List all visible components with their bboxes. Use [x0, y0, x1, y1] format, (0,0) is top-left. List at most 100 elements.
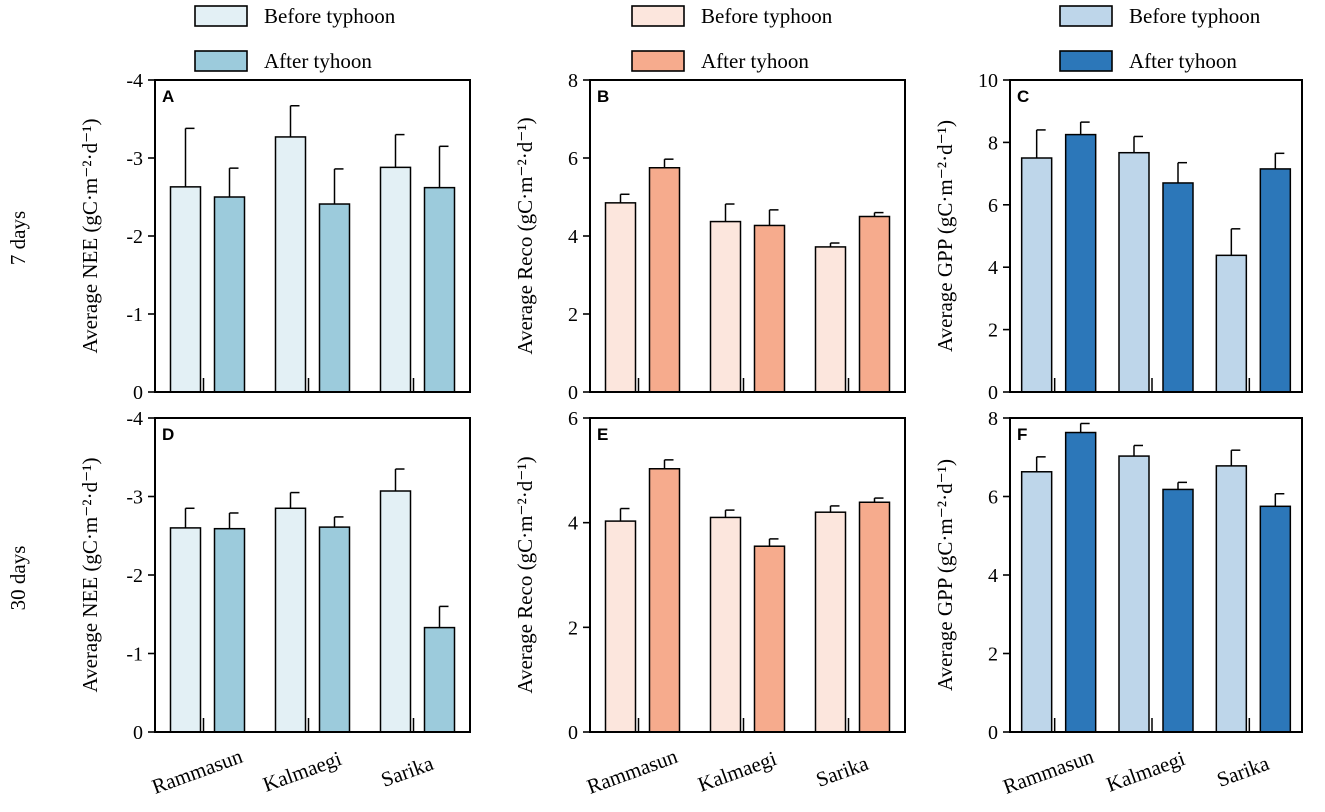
- error-bar-after-kalmaegi: [333, 168, 344, 205]
- row-labels: 7 days 30 days: [6, 211, 30, 611]
- legend-label-before: Before typhoon: [701, 4, 833, 28]
- category-label-sarika: Sarika: [378, 751, 437, 792]
- error-bar-after-kalmaegi: [333, 516, 344, 528]
- bar-before-rammasun: [604, 520, 637, 733]
- panel-d: Rammasun Kalmaegi Sarika 0 -1 -2 -3 -4 D Average …: [78, 408, 471, 799]
- legend-label-after: After tyhoon: [701, 49, 809, 73]
- error-bar-before-rammasun: [619, 507, 630, 522]
- bar-after-sarika: [423, 626, 456, 733]
- error-bar-after-kalmaegi: [1177, 481, 1187, 490]
- category-label-kalmaegi: Kalmaegi: [260, 746, 345, 797]
- plot-frame: [1009, 417, 1303, 733]
- y-tick-label: -2: [126, 226, 143, 248]
- bar-before-rammasun: [1020, 471, 1053, 733]
- y-tick-label: -3: [126, 487, 143, 509]
- error-bar-after-rammasun: [663, 459, 674, 469]
- bar-before-kalmaegi: [1118, 455, 1150, 733]
- legend-gpp: Before typhoon After tyhoon: [1059, 4, 1261, 73]
- error-bar-before-kalmaegi: [724, 509, 735, 518]
- bar-before-rammasun: [169, 527, 202, 733]
- error-bar-after-rammasun: [1079, 121, 1090, 135]
- y-axis-label: Average GPP (gC·m⁻²·d⁻¹): [933, 120, 957, 352]
- error-bar-after-sarika: [873, 211, 884, 217]
- y-tick-label: 4: [988, 565, 998, 587]
- bar-before-rammasun: [169, 186, 202, 393]
- bar-after-kalmaegi: [1162, 488, 1194, 733]
- error-bar-after-kalmaegi: [768, 538, 779, 547]
- bar-before-sarika: [379, 166, 412, 393]
- bar-before-sarika: [814, 246, 847, 393]
- error-bar-before-sarika: [394, 468, 405, 492]
- legend-swatch-after: [631, 50, 685, 72]
- error-bar-before-sarika: [829, 242, 840, 247]
- bar-before-kalmaegi: [274, 507, 307, 733]
- bar-before-sarika: [1215, 254, 1248, 393]
- panel-f: Rammasun Kalmaegi Sarika 0 2 4 6 8F Average GPP …: [933, 408, 1303, 799]
- error-bar-before-sarika: [1230, 228, 1241, 256]
- y-axis-label: Average GPP (gC·m⁻²·d⁻¹): [933, 459, 957, 691]
- error-bar-before-sarika: [394, 133, 405, 168]
- category-label-rammasun: Rammasun: [149, 744, 246, 799]
- bar-after-sarika: [423, 186, 456, 393]
- row-label-7-days: 7 days: [6, 211, 30, 265]
- error-bar-before-kalmaegi: [1133, 444, 1143, 457]
- y-tick-label: 0: [133, 722, 143, 744]
- y-tick-label: 8: [988, 132, 998, 154]
- error-bar-after-sarika: [873, 497, 884, 503]
- y-tick-label: -3: [126, 148, 143, 170]
- bar-after-rammasun: [1064, 431, 1097, 733]
- plot-frame: [589, 79, 906, 393]
- y-tick-label: 8: [568, 70, 578, 92]
- plot-frame: [154, 79, 471, 393]
- bar-after-sarika: [858, 501, 891, 733]
- error-bar-after-rammasun: [228, 167, 239, 197]
- y-axis-label: Average Reco (gC·m⁻²·d⁻¹): [513, 456, 537, 693]
- legend-swatch-before: [1059, 5, 1113, 27]
- category-label-kalmaegi: Kalmaegi: [695, 746, 780, 797]
- error-bar-before-rammasun: [1035, 129, 1046, 158]
- error-bar-after-rammasun: [663, 158, 674, 168]
- y-tick-label: 0: [988, 382, 998, 404]
- y-tick-label: -4: [126, 408, 143, 430]
- y-tick-label: 2: [568, 617, 578, 639]
- y-tick-label: 8: [988, 408, 998, 430]
- category-label-rammasun: Rammasun: [584, 744, 681, 799]
- bar-after-rammasun: [213, 196, 246, 393]
- bar-after-sarika: [1259, 168, 1292, 393]
- y-tick-label: 4: [568, 513, 578, 535]
- legend-label-after: After tyhoon: [1129, 49, 1237, 73]
- panel-letter-e: E: [597, 425, 608, 444]
- y-tick-label: 6: [988, 195, 998, 217]
- y-tick-label: 0: [988, 722, 998, 744]
- legend-swatch-after: [1059, 50, 1113, 72]
- error-bar-after-kalmaegi: [768, 209, 779, 226]
- y-tick-label: 10: [978, 70, 998, 92]
- error-bar-before-rammasun: [1035, 456, 1046, 472]
- bar-before-kalmaegi: [274, 136, 307, 393]
- y-tick-label: 6: [568, 148, 578, 170]
- y-tick-label: 6: [988, 487, 998, 509]
- category-label-rammasun: Rammasun: [1000, 744, 1097, 799]
- error-bar-before-kalmaegi: [289, 491, 300, 509]
- panel-e: Rammasun Kalmaegi Sarika 0 2 4 6E Average Reco …: [513, 408, 906, 799]
- panel-letter-a: A: [162, 87, 174, 106]
- plot-frame: [154, 417, 471, 733]
- y-tick-label: -1: [126, 644, 143, 666]
- bar-before-kalmaegi: [709, 516, 742, 733]
- y-tick-label: -4: [126, 70, 143, 92]
- bar-after-rammasun: [648, 468, 681, 733]
- panel-a: 0 -1 -2 -3 -4 A Average NEE (gC·m⁻²·d⁻¹): [78, 70, 471, 404]
- legend-nee: Before typhoon After tyhoon: [194, 4, 396, 73]
- error-bar-before-kalmaegi: [289, 104, 300, 137]
- bar-after-rammasun: [213, 527, 246, 733]
- y-tick-label: -2: [126, 565, 143, 587]
- error-bar-after-sarika: [438, 605, 449, 628]
- bar-before-sarika: [379, 490, 412, 733]
- y-tick-label: 0: [568, 722, 578, 744]
- y-tick-label: 0: [568, 382, 578, 404]
- error-bar-after-sarika: [1274, 493, 1285, 507]
- bar-after-kalmaegi: [318, 203, 351, 393]
